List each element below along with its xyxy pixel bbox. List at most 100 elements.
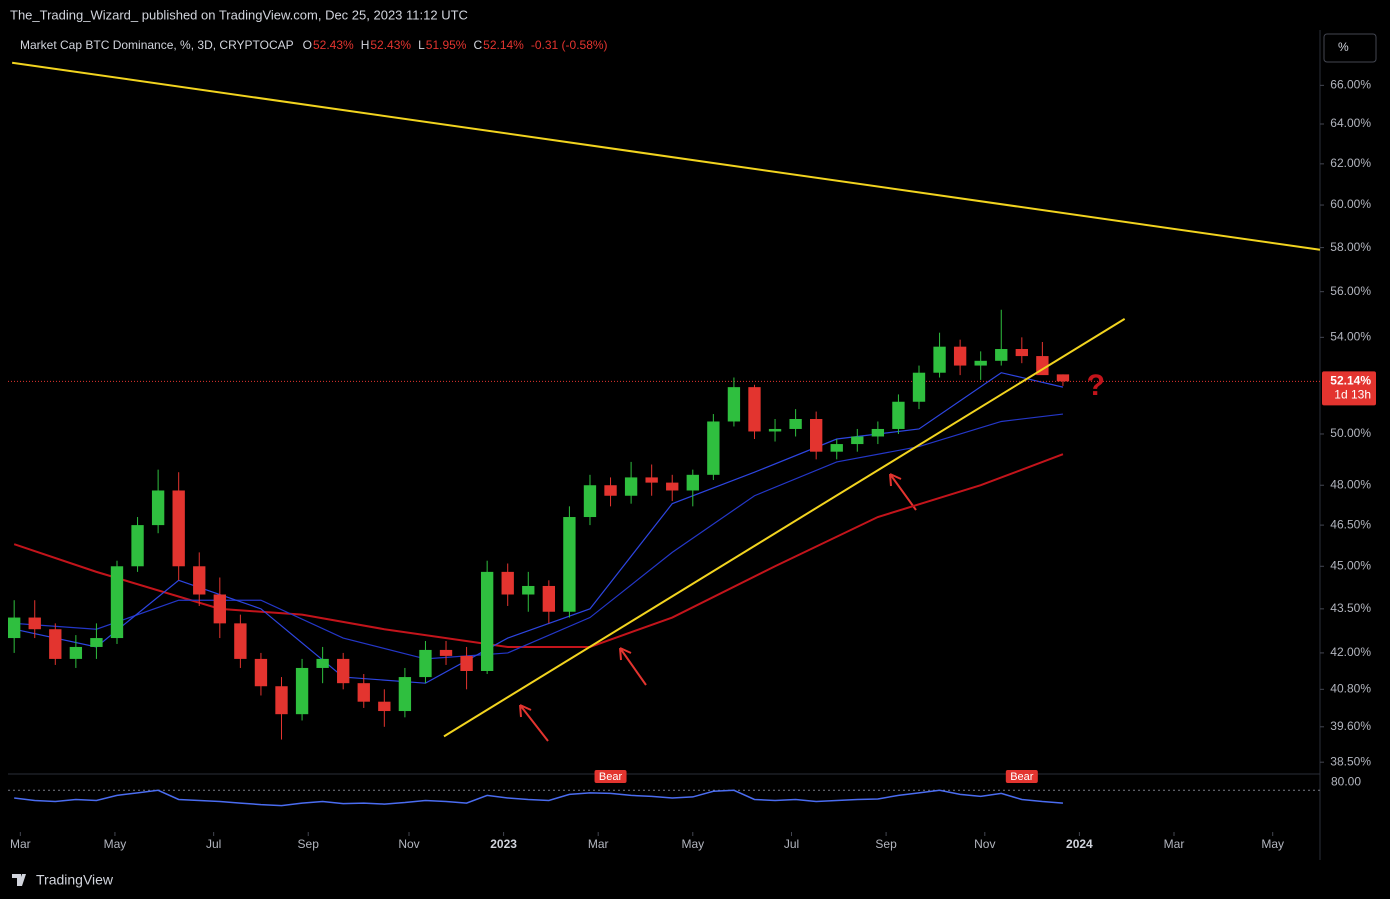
y-tick-label: 42.00% bbox=[1330, 645, 1371, 659]
publisher-line: The_Trading_Wizard_ published on Trading… bbox=[10, 7, 468, 22]
y-tick-label: 60.00% bbox=[1330, 197, 1371, 211]
price-tag-label: 52.14% bbox=[1330, 374, 1371, 388]
candle-body bbox=[275, 686, 288, 715]
legend-key: L bbox=[418, 38, 425, 52]
candle-body bbox=[624, 477, 638, 496]
arrows bbox=[519, 473, 917, 742]
y-tick-label: 66.00% bbox=[1330, 78, 1371, 92]
candle-body bbox=[357, 683, 370, 702]
y-tick-label: 45.00% bbox=[1330, 558, 1371, 572]
legend-change: -0.31 (-0.58%) bbox=[531, 38, 608, 52]
candle-body bbox=[193, 566, 206, 595]
y-tick-label: 54.00% bbox=[1330, 330, 1371, 344]
candle-body bbox=[234, 623, 247, 659]
signal-badge bbox=[1005, 770, 1038, 783]
legend-value: 52.43% bbox=[313, 38, 354, 52]
candle-body bbox=[398, 677, 412, 712]
x-tick-label: Mar bbox=[10, 837, 31, 851]
candle-body bbox=[707, 421, 720, 475]
x-tick-label: Sep bbox=[875, 837, 897, 851]
x-tick-label: Mar bbox=[588, 837, 609, 851]
candle-body bbox=[542, 585, 556, 612]
price-tag bbox=[1322, 371, 1376, 406]
y-tick-label: 38.50% bbox=[1330, 754, 1371, 768]
signal-label: Bear bbox=[1010, 771, 1034, 783]
y-tick-label: 39.60% bbox=[1330, 719, 1371, 733]
candle-body bbox=[172, 490, 185, 567]
y-tick-label: 50.00% bbox=[1330, 426, 1371, 440]
logo-text: TradingView bbox=[36, 872, 114, 888]
y-tick-label: 58.00% bbox=[1330, 240, 1371, 254]
y-tick-label: 46.50% bbox=[1330, 517, 1371, 531]
candle-body bbox=[666, 482, 679, 491]
candle-body bbox=[439, 649, 453, 656]
signal-label: Bear bbox=[599, 771, 623, 783]
candle-body bbox=[460, 655, 473, 671]
candle-body bbox=[480, 571, 494, 671]
candle-body bbox=[213, 594, 226, 624]
y-tick-label: 40.80% bbox=[1330, 681, 1371, 695]
candle-body bbox=[727, 387, 741, 422]
candle-body bbox=[151, 490, 165, 526]
y-tick-label: 64.00% bbox=[1330, 116, 1371, 130]
x-tick-label: Jul bbox=[206, 837, 221, 851]
candle-body bbox=[28, 617, 41, 630]
x-tick-label: Mar bbox=[1164, 837, 1185, 851]
signal-badge bbox=[594, 770, 627, 783]
candle-body bbox=[1056, 374, 1070, 382]
candle-body bbox=[69, 646, 83, 659]
legend-key: H bbox=[361, 38, 370, 52]
candle-body bbox=[1015, 349, 1028, 357]
candle-body bbox=[789, 418, 802, 429]
candle-body bbox=[337, 658, 350, 684]
candle-body bbox=[871, 428, 885, 437]
x-tick-label: Nov bbox=[974, 837, 995, 851]
scale-button[interactable] bbox=[1323, 33, 1377, 63]
y-tick-label: 62.00% bbox=[1330, 156, 1371, 170]
candle-body bbox=[768, 428, 782, 432]
symbol-title: Market Cap BTC Dominance, %, 3D, CRYPTOC… bbox=[20, 38, 294, 52]
candle-body bbox=[810, 418, 823, 452]
candle-body bbox=[522, 585, 535, 595]
arrow bbox=[889, 473, 917, 511]
candle-body bbox=[316, 658, 329, 668]
legend-value: 51.95% bbox=[426, 38, 467, 52]
legend-key: O bbox=[303, 38, 312, 52]
legend-key: C bbox=[473, 38, 482, 52]
legend-value: 52.43% bbox=[370, 38, 411, 52]
x-tick-label: May bbox=[1261, 837, 1284, 851]
candle-body bbox=[378, 701, 391, 712]
legend-value: 52.14% bbox=[483, 38, 524, 52]
candle-body bbox=[645, 477, 658, 483]
candle-body bbox=[748, 387, 761, 432]
candle-body bbox=[995, 349, 1008, 361]
candle-body bbox=[830, 444, 843, 452]
candle-body bbox=[501, 571, 514, 595]
candle-body bbox=[974, 360, 987, 366]
candle-body bbox=[49, 629, 62, 659]
candle-body bbox=[90, 638, 103, 647]
candle-body bbox=[254, 658, 268, 687]
x-tick-label: Nov bbox=[398, 837, 419, 851]
logo-icon bbox=[12, 874, 26, 886]
logo: TradingView bbox=[12, 872, 114, 888]
rsi-tick-label: 80.00 bbox=[1331, 774, 1361, 788]
x-tick-label: 2024 bbox=[1066, 837, 1093, 851]
price-tag-countdown: 1d 13h bbox=[1334, 388, 1371, 402]
annotation: ? bbox=[1087, 369, 1105, 402]
trendline bbox=[443, 318, 1126, 738]
x-tick-label: May bbox=[104, 837, 127, 851]
candle-body bbox=[8, 617, 21, 639]
x-tick-label: Sep bbox=[298, 837, 320, 851]
x-tick-label: May bbox=[681, 837, 704, 851]
candle-body bbox=[892, 401, 905, 429]
candle-body bbox=[604, 485, 617, 496]
arrow bbox=[619, 647, 647, 686]
candle-body bbox=[851, 436, 864, 445]
moving-average bbox=[14, 413, 1064, 660]
trendline bbox=[11, 61, 1321, 251]
candle-body bbox=[295, 667, 309, 715]
scale-button-label[interactable]: % bbox=[1338, 40, 1349, 54]
y-tick-label: 43.50% bbox=[1330, 601, 1371, 615]
